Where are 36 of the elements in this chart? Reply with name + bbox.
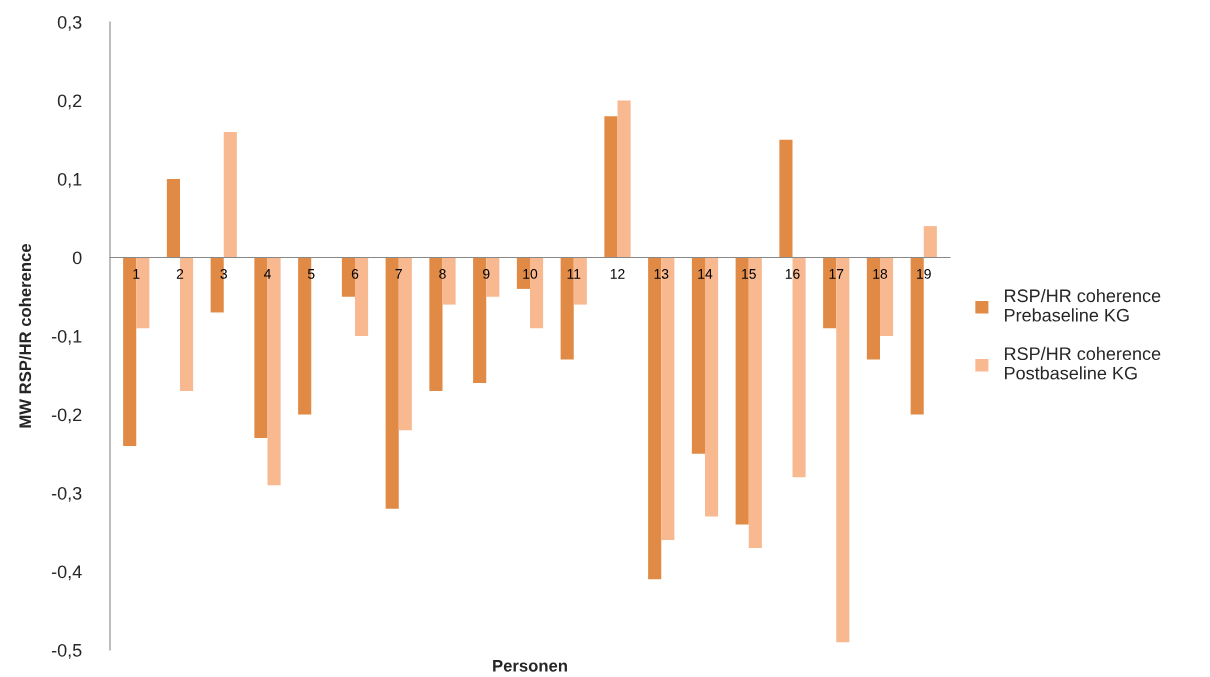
x-tick-label: 1: [133, 269, 140, 279]
x-tick-label: 8: [439, 268, 446, 279]
bar: [617, 100, 631, 258]
x-tick-label: 4: [263, 269, 271, 279]
y-tick-label: -0,1: [51, 329, 82, 345]
y-tick-label: 0,3: [57, 15, 82, 31]
x-tick-label: 15: [742, 269, 756, 279]
x-tick-label: 12: [610, 268, 625, 279]
bar: [779, 139, 793, 258]
x-tick-label: 9: [483, 268, 490, 279]
bar: [923, 226, 937, 258]
y-tick-label: -0,2: [51, 408, 82, 424]
bar: [223, 131, 237, 258]
x-tick-label: 14: [698, 269, 713, 279]
y-tick-label: 0,1: [57, 172, 82, 188]
x-tick-label: 11: [567, 269, 581, 279]
y-tick-label: 0,2: [57, 94, 82, 110]
x-tick-label: 19: [917, 268, 931, 279]
x-tick-label: 2: [176, 268, 184, 279]
legend-label: RSP/HR coherence Postbaseline KG: [1005, 346, 1161, 380]
y-tick-label: 0: [72, 251, 82, 265]
y-axis-title: MW RSP/HR coherence: [18, 243, 32, 428]
y-tick-label: -0,4: [51, 565, 82, 581]
bar: [604, 116, 618, 258]
x-tick-label: 13: [654, 268, 669, 279]
y-tick-label: -0,3: [51, 486, 82, 502]
x-tick-label: 6: [351, 268, 359, 279]
legend-label: RSP/HR coherence Prebaseline KG: [1005, 288, 1161, 322]
x-tick-label: 17: [829, 269, 844, 279]
x-axis-title: Personen: [493, 660, 567, 672]
y-tick-label: -0,5: [51, 643, 82, 659]
x-tick-label: 10: [523, 268, 538, 279]
x-tick-label: 16: [785, 268, 800, 279]
x-tick-label: 18: [873, 268, 888, 279]
bar: [166, 179, 180, 258]
x-tick-label: 7: [395, 269, 402, 279]
